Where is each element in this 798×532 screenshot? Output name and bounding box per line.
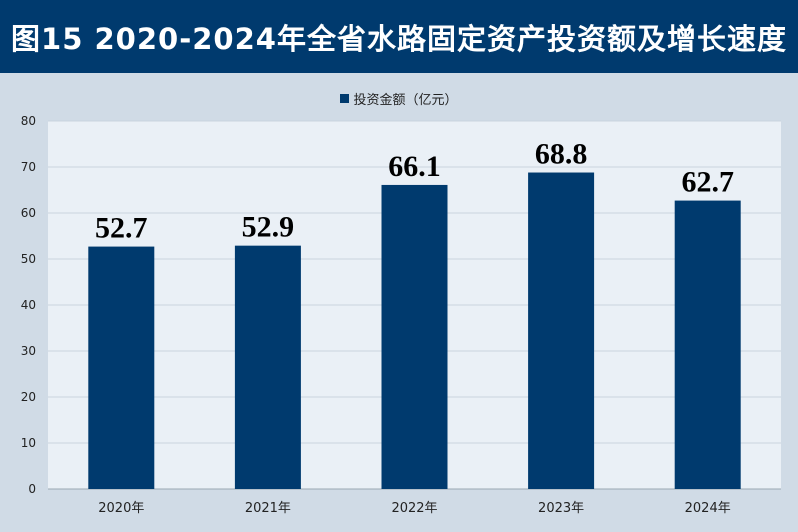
bar — [528, 172, 595, 489]
y-axis-ticks: 0 10 20 30 40 50 60 70 80 — [21, 114, 36, 496]
x-axis-ticks: 2020年 2021年 2022年 2023年 2024年 — [98, 501, 730, 516]
x-tick-label: 2024年 — [685, 501, 731, 516]
y-tick-label: 70 — [21, 160, 36, 174]
y-tick-label: 20 — [21, 390, 36, 404]
x-tick-label: 2022年 — [391, 501, 437, 516]
y-tick-label: 80 — [21, 114, 36, 128]
legend-label: 投资金额（亿元） — [353, 92, 458, 108]
y-tick-label: 10 — [21, 436, 36, 450]
x-tick-label: 2020年 — [98, 501, 144, 516]
bar — [234, 245, 301, 489]
data-labels: 52.7 52.9 66.1 68.8 62.7 — [95, 138, 734, 245]
x-tick-label: 2021年 — [245, 501, 291, 516]
bar — [381, 184, 448, 489]
bar — [88, 246, 155, 489]
chart-title: 图15 2020-2024年全省水路固定资产投资额及增长速度 — [0, 0, 798, 73]
y-tick-label: 0 — [28, 482, 36, 496]
y-tick-label: 50 — [21, 252, 36, 266]
data-label: 66.1 — [388, 150, 441, 183]
bars — [88, 172, 741, 489]
data-label: 68.8 — [535, 138, 588, 171]
bar — [674, 200, 741, 489]
data-label: 52.7 — [95, 212, 148, 245]
legend: 投资金额（亿元） — [0, 88, 798, 108]
y-tick-label: 30 — [21, 344, 36, 358]
legend-swatch — [340, 93, 350, 103]
y-tick-label: 40 — [21, 298, 36, 312]
y-tick-label: 60 — [21, 206, 36, 220]
data-label: 62.7 — [681, 166, 734, 199]
data-label: 52.9 — [242, 211, 295, 244]
x-tick-label: 2023年 — [538, 501, 584, 516]
